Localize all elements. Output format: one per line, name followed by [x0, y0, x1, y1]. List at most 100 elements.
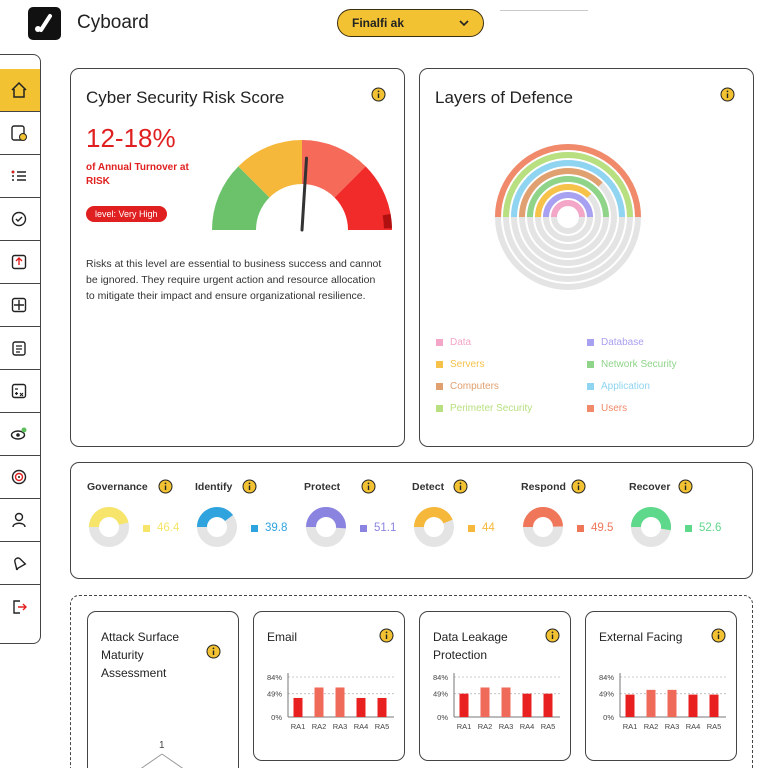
risk-score-card: Cyber Security Risk Score 12-18% of Annu…: [70, 68, 405, 447]
sidebar-item-monitor[interactable]: [0, 413, 40, 456]
bar: [688, 694, 698, 717]
x-tick-label: RA3: [333, 722, 348, 731]
info-icon[interactable]: [158, 479, 173, 494]
bar-chart: 84% 49% 0% RA1 RA2 RA3 RA4 RA5: [599, 673, 726, 731]
risk-level-badge: level: Very High: [86, 206, 167, 222]
metric-donut: [414, 507, 454, 547]
functions-card: Governance 46.4 Identify 39.8 Protect 51.1 Det…: [70, 462, 753, 579]
metric-value: 44: [482, 522, 495, 534]
legend-swatch: [587, 405, 594, 412]
metric-donut: [306, 507, 346, 547]
eye-settings-icon: [10, 427, 27, 440]
legend-label: Servers: [450, 359, 485, 370]
x-tick-label: RA1: [457, 722, 472, 731]
risk-subtitle: of Annual Turnover at RISK: [86, 162, 189, 187]
ring-application: [511, 160, 625, 218]
gauge-needle: [300, 156, 309, 232]
company-select[interactable]: Finalfi ak: [337, 9, 484, 37]
legend-label: Users: [601, 403, 628, 414]
info-icon[interactable]: [206, 644, 221, 659]
info-icon[interactable]: [711, 628, 726, 643]
sidebar-item-target[interactable]: [0, 456, 40, 499]
gauge-segment: [212, 166, 271, 232]
x-tick-label: RA5: [541, 722, 556, 731]
bar: [625, 694, 635, 717]
sidebar-item-clipboard[interactable]: [0, 327, 40, 370]
y-tick-label: 49%: [267, 690, 282, 699]
x-tick-label: RA1: [623, 722, 638, 731]
bar-chart: 84% 49% 0% RA1 RA2 RA3 RA4 RA5: [433, 673, 560, 731]
metric-donut: [631, 507, 671, 547]
y-tick-label: 84%: [433, 673, 448, 682]
metric-swatch: [143, 525, 150, 532]
risk-description: Risks at this level are essential to bus…: [86, 258, 382, 302]
metric-recover: Recover 52.6: [629, 475, 739, 555]
bell-icon: [14, 557, 27, 571]
risk-value: 12-18%: [86, 123, 176, 153]
info-icon[interactable]: [361, 479, 376, 494]
metric-donut: [197, 507, 237, 547]
radar-chart: 1: [140, 740, 184, 768]
metric-name: Protect: [304, 481, 341, 493]
sidebar-item-user[interactable]: [0, 499, 40, 542]
metric-detect: Detect 44: [412, 475, 522, 555]
gauge-segment: [238, 140, 304, 199]
bar-card-title: Data Leakage Protection: [433, 630, 508, 662]
metric-swatch: [468, 525, 475, 532]
bar: [501, 687, 511, 717]
clipboard-icon: [12, 341, 26, 356]
legend-swatch: [587, 339, 594, 346]
assessment-section: [70, 595, 753, 768]
sidebar-item-home[interactable]: [0, 69, 40, 112]
sidebar-item-logout[interactable]: [0, 585, 40, 628]
logout-icon: [13, 599, 27, 614]
sidebar-item-reports[interactable]: [0, 112, 40, 155]
sidebar-item-alerts[interactable]: [0, 542, 40, 585]
bar-card-email: Email 84% 49% 0% RA1 RA2 RA3 RA4 RA5: [253, 611, 405, 761]
x-tick-label: RA4: [354, 722, 369, 731]
x-tick-label: RA5: [707, 722, 722, 731]
bar: [522, 693, 532, 717]
metric-value: 49.5: [591, 522, 614, 534]
defence-layers-card: Layers of Defence Data Database Servers Net…: [419, 68, 754, 447]
metric-name: Recover: [629, 481, 671, 493]
bar-chart: 84% 49% 0% RA1 RA2 RA3 RA4 RA5: [267, 673, 394, 731]
metric-swatch: [360, 525, 367, 532]
legend-label: Application: [601, 381, 650, 392]
bar-card-title: Email: [267, 630, 298, 644]
info-icon[interactable]: [379, 628, 394, 643]
sidebar-item-chat[interactable]: [0, 198, 40, 241]
metric-value: 52.6: [699, 522, 722, 534]
sidebar-item-checklist[interactable]: [0, 155, 40, 198]
y-tick-label: 84%: [599, 673, 614, 682]
info-icon[interactable]: [371, 87, 386, 102]
bar: [459, 693, 469, 717]
sidebar-item-calculator[interactable]: [0, 370, 40, 413]
legend-swatch: [436, 383, 443, 390]
info-icon[interactable]: [242, 479, 257, 494]
y-tick-label: 84%: [267, 673, 282, 682]
info-icon[interactable]: [545, 628, 560, 643]
attack-surface-title: Attack Surface Maturity Assessment: [101, 630, 180, 680]
bar: [356, 697, 366, 717]
ring-perimeter-security: [503, 152, 633, 218]
metric-name: Governance: [87, 481, 148, 493]
metric-name: Identify: [195, 481, 233, 493]
sidebar-item-apps[interactable]: [0, 284, 40, 327]
calculator-icon: [11, 383, 27, 399]
risk-card-title: Cyber Security Risk Score: [86, 88, 285, 107]
legend-swatch: [436, 339, 443, 346]
legend-swatch: [587, 383, 594, 390]
y-tick-label: 0%: [271, 713, 282, 722]
metric-value: 46.4: [157, 522, 180, 534]
metric-value: 51.1: [374, 522, 397, 534]
sidebar-item-upload[interactable]: [0, 241, 40, 284]
checklist-icon: [11, 170, 26, 181]
info-icon[interactable]: [571, 479, 586, 494]
info-icon[interactable]: [453, 479, 468, 494]
info-icon[interactable]: [678, 479, 693, 494]
metric-respond: Respond 49.5: [521, 475, 631, 555]
file-alert-icon: [11, 125, 27, 141]
info-icon[interactable]: [720, 87, 735, 102]
y-tick-label: 49%: [599, 690, 614, 699]
